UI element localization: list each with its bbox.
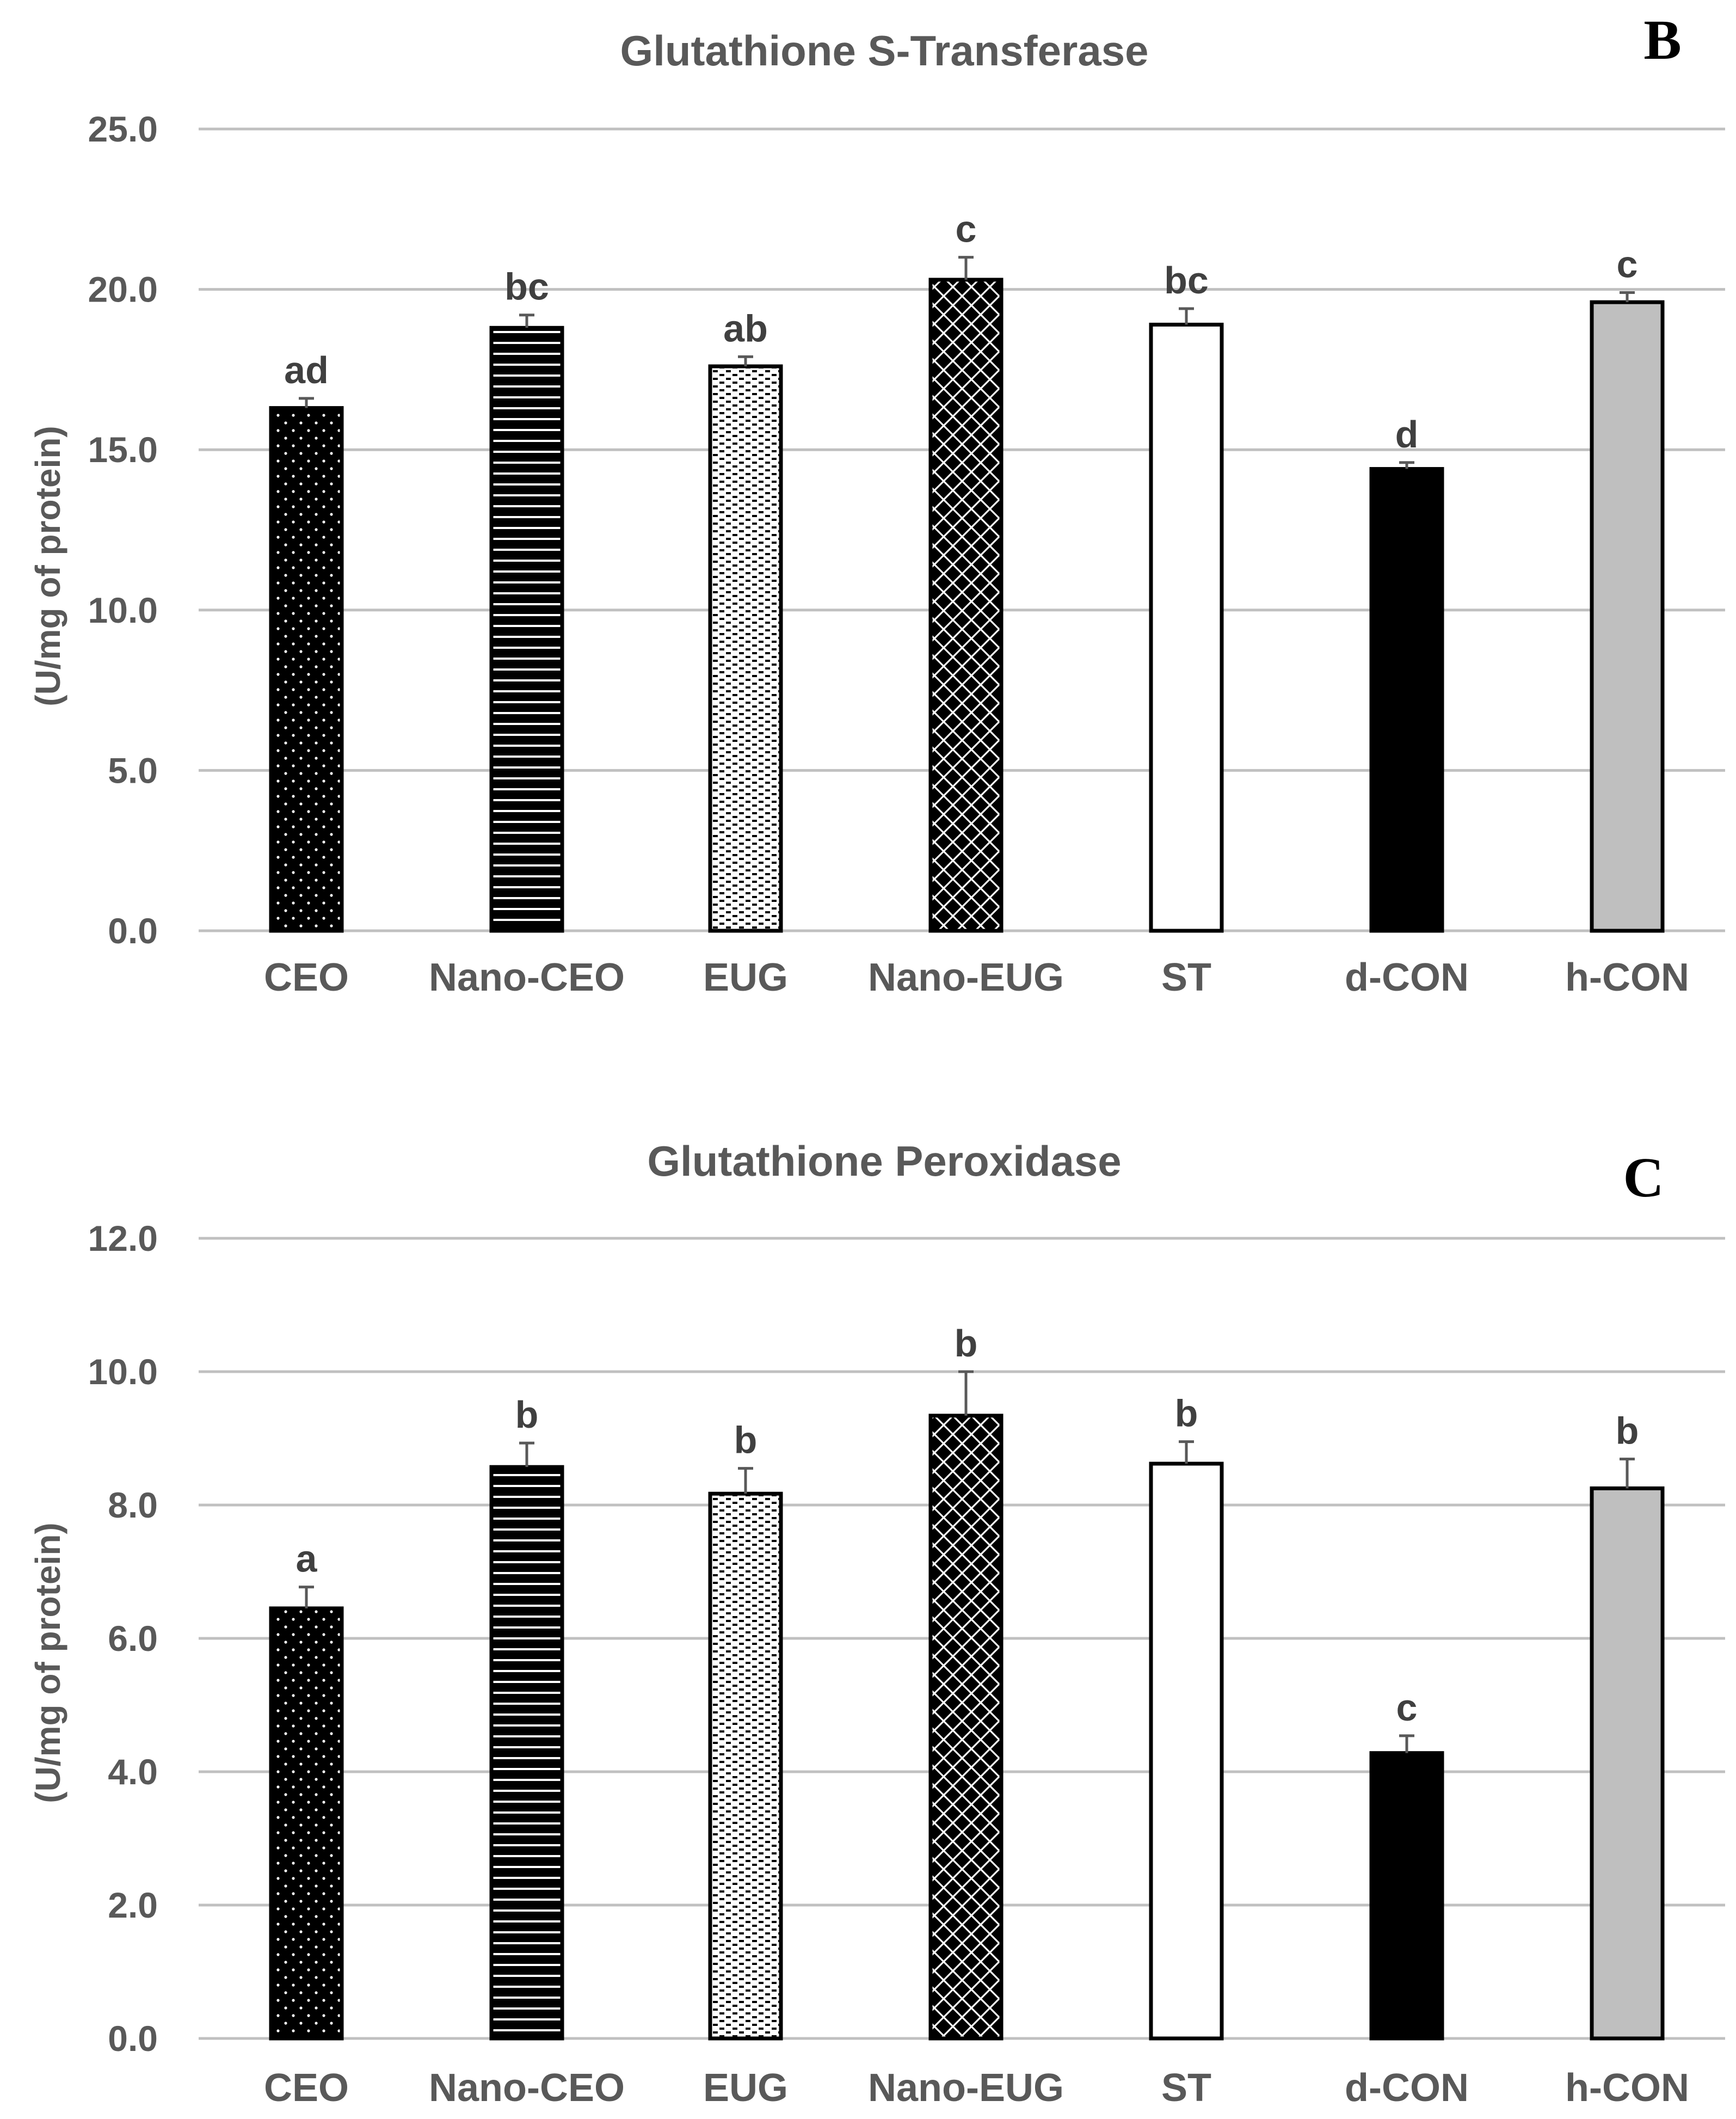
y-axis-label: (U/mg of protein) (28, 1522, 67, 1803)
bar-st (1149, 322, 1224, 933)
x-tick-label: EUG (703, 2066, 788, 2110)
panel-label: C (1623, 1146, 1664, 1209)
significance-label: c (1617, 243, 1638, 285)
gst-chart: Glutathione S-Transferase B (U/mg of pro… (28, 9, 1725, 999)
y-tick-label: 4.0 (108, 1752, 158, 1792)
y-tick-label: 5.0 (108, 750, 158, 790)
error-bar (1179, 1440, 1194, 1464)
bar-eug (708, 364, 783, 933)
x-tick-label: ST (1161, 956, 1211, 999)
significance-label: ab (723, 307, 768, 349)
x-tick-label: EUG (703, 956, 788, 999)
significance-label: b (955, 1322, 978, 1365)
x-tick-label: Nano-CEO (429, 2066, 625, 2110)
y-tick-label: 0.0 (108, 2018, 158, 2059)
x-tick-label: Nano-EUG (868, 956, 1064, 999)
bar-nano-eug (928, 1414, 1004, 2041)
error-bar (1620, 1457, 1635, 1489)
bar-st (1149, 1461, 1224, 2041)
significance-label: c (1396, 1686, 1418, 1729)
error-bar (1399, 1734, 1414, 1753)
y-tick-label: 0.0 (108, 911, 158, 951)
x-tick-label: Nano-CEO (429, 956, 625, 999)
significance-label: d (1395, 413, 1419, 456)
y-tick-label: 10.0 (88, 1352, 158, 1392)
significance-label: b (734, 1419, 758, 1461)
y-axis-label: (U/mg of protein) (28, 426, 67, 706)
bar-h-con (1590, 1486, 1665, 2041)
y-tick-label: 8.0 (108, 1485, 158, 1525)
y-tick-label: 12.0 (88, 1218, 158, 1258)
x-tick-label: ST (1161, 2066, 1211, 2110)
error-bar (519, 314, 534, 328)
bar-nano-ceo (489, 325, 564, 933)
significance-label: bc (504, 266, 549, 308)
bar-nano-eug (928, 278, 1004, 933)
gpx-chart: Glutathione Peroxidase C (U/mg of protei… (28, 1137, 1725, 2110)
x-tick-label: CEO (264, 956, 349, 999)
y-tick-label: 2.0 (108, 1885, 158, 1925)
y-tick-label: 15.0 (88, 429, 158, 470)
error-bar (299, 1586, 314, 1608)
significance-label: b (1175, 1392, 1198, 1435)
x-tick-label: d-CON (1345, 956, 1469, 999)
x-tick-label: h-CON (1565, 2066, 1689, 2110)
significance-label: c (956, 208, 977, 250)
bar-d-con (1369, 467, 1444, 933)
bar-nano-ceo (489, 1465, 564, 2041)
error-bar (738, 355, 753, 367)
x-tick-label: d-CON (1345, 2066, 1469, 2110)
error-bar (1179, 307, 1194, 325)
x-tick-label: Nano-EUG (868, 2066, 1064, 2110)
bar-ceo (269, 1606, 344, 2041)
y-tick-label: 20.0 (88, 269, 158, 310)
error-bar (1620, 291, 1635, 303)
error-bar (519, 1441, 534, 1467)
significance-label: b (515, 1393, 539, 1436)
bar-eug (708, 1491, 783, 2041)
bar-h-con (1590, 300, 1665, 933)
error-bar (299, 397, 314, 408)
significance-label: bc (1164, 259, 1209, 302)
y-tick-label: 10.0 (88, 590, 158, 630)
error-bar (958, 256, 974, 280)
chart-title: Glutathione S-Transferase (620, 27, 1149, 75)
bar-ceo (269, 406, 344, 933)
chart-title: Glutathione Peroxidase (647, 1137, 1121, 1185)
x-tick-label: h-CON (1565, 956, 1689, 999)
panel-label: B (1643, 9, 1681, 71)
significance-label: ad (284, 349, 329, 391)
significance-label: a (296, 1538, 318, 1580)
bar-d-con (1369, 1751, 1444, 2041)
x-tick-label: CEO (264, 2066, 349, 2110)
error-bar (1399, 461, 1414, 469)
y-tick-label: 6.0 (108, 1618, 158, 1659)
error-bar (958, 1370, 974, 1416)
error-bar (738, 1467, 753, 1494)
y-tick-label: 25.0 (88, 109, 158, 149)
significance-label: b (1616, 1409, 1639, 1452)
